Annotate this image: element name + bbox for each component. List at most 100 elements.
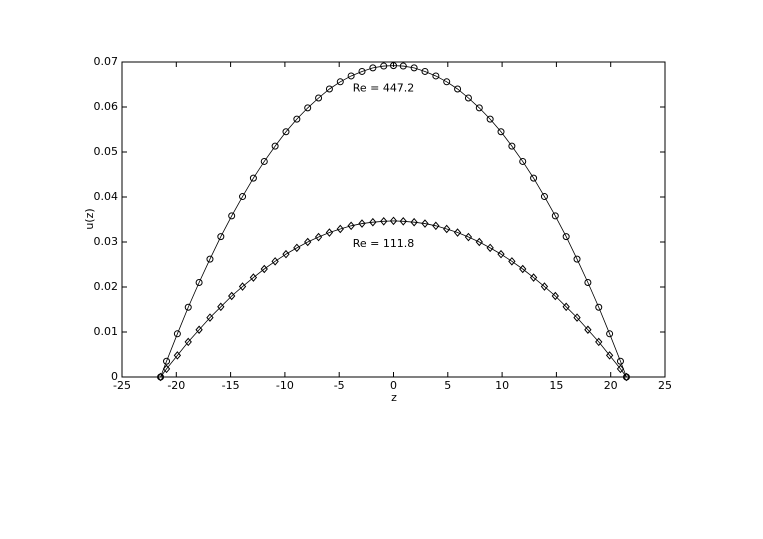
data-point	[282, 128, 290, 136]
data-point	[249, 174, 257, 182]
data-point	[206, 255, 214, 263]
data-point	[163, 357, 171, 365]
x-tick-label: 10	[495, 379, 509, 392]
data-point	[475, 104, 483, 112]
data-point	[184, 303, 192, 311]
y-tick-label: 0	[111, 370, 118, 383]
data-point	[551, 291, 559, 301]
data-point	[616, 364, 625, 374]
y-tick-label: 0.04	[94, 190, 119, 203]
data-point	[304, 237, 312, 247]
data-point	[540, 193, 548, 201]
data-point	[173, 330, 181, 338]
data-point	[432, 221, 440, 231]
x-tick-label: -15	[222, 379, 240, 392]
y-tick-label: 0.07	[94, 55, 119, 68]
data-point	[573, 313, 581, 322]
data-point	[464, 232, 473, 242]
data-point	[595, 303, 603, 311]
data-point	[325, 228, 334, 237]
data-point	[162, 364, 171, 374]
data-point	[206, 313, 214, 322]
data-point	[217, 233, 225, 241]
y-tick-label: 0.01	[94, 325, 119, 338]
x-tick-label: 20	[604, 379, 618, 392]
data-point	[347, 221, 355, 231]
x-tick-label: 25	[658, 379, 672, 392]
data-point	[508, 257, 516, 266]
data-point	[173, 351, 182, 360]
data-point	[519, 157, 527, 165]
x-tick-label: 0	[390, 379, 397, 392]
data-point	[336, 78, 344, 86]
data-point	[540, 282, 549, 291]
data-point	[293, 243, 301, 253]
data-point	[529, 273, 538, 282]
data-point	[260, 157, 268, 165]
data-point	[464, 94, 472, 102]
data-point	[454, 85, 462, 93]
data-point	[369, 64, 377, 72]
data-point	[358, 219, 366, 228]
series-line	[160, 220, 627, 378]
x-tick-label: -25	[113, 379, 131, 392]
data-point	[389, 216, 398, 226]
data-point	[271, 142, 279, 150]
y-tick-label: 0.03	[94, 235, 119, 248]
data-point	[260, 264, 268, 274]
data-point	[443, 78, 451, 86]
data-point	[195, 279, 203, 286]
data-point	[399, 62, 407, 70]
x-tick-label: -5	[334, 379, 345, 392]
data-point	[584, 325, 592, 335]
data-point	[314, 232, 323, 242]
data-point	[443, 224, 451, 234]
series-annotation: Re = 447.2	[353, 82, 415, 95]
data-point	[475, 237, 483, 247]
data-point	[410, 64, 418, 72]
data-point	[347, 72, 355, 80]
y-tick-label: 0.05	[94, 145, 119, 158]
series-annotation: Re = 111.8	[353, 237, 415, 250]
data-point	[497, 249, 505, 259]
data-point	[271, 257, 279, 266]
data-point	[249, 273, 258, 282]
x-tick-label: -20	[167, 379, 185, 392]
data-point	[421, 67, 429, 75]
data-point	[304, 104, 312, 112]
data-point	[228, 212, 236, 220]
data-point	[562, 302, 570, 312]
data-point	[584, 279, 592, 286]
data-point	[217, 302, 225, 312]
data-point	[336, 224, 344, 234]
data-point	[228, 291, 236, 301]
data-point	[399, 217, 407, 226]
data-point	[184, 337, 192, 347]
data-point	[562, 233, 570, 241]
data-point	[616, 357, 624, 365]
data-point	[195, 325, 203, 335]
series-line	[160, 65, 627, 378]
data-point	[432, 72, 440, 80]
x-tick-label: 15	[549, 379, 563, 392]
data-point	[156, 372, 165, 382]
data-point	[497, 128, 505, 136]
x-tick-label: 5	[444, 379, 451, 392]
data-point	[325, 85, 333, 93]
y-tick-label: 0.02	[94, 280, 119, 293]
data-point	[573, 255, 581, 263]
data-point	[369, 217, 377, 227]
data-point	[421, 219, 429, 228]
data-point	[622, 372, 631, 382]
data-point	[486, 243, 494, 253]
x-tick-label: -10	[276, 379, 294, 392]
data-point	[239, 193, 247, 201]
x-axis-label: z	[391, 391, 397, 404]
data-point	[315, 94, 323, 102]
data-point	[380, 217, 388, 226]
data-point	[358, 67, 366, 75]
data-point	[282, 249, 290, 259]
data-point	[293, 115, 301, 123]
